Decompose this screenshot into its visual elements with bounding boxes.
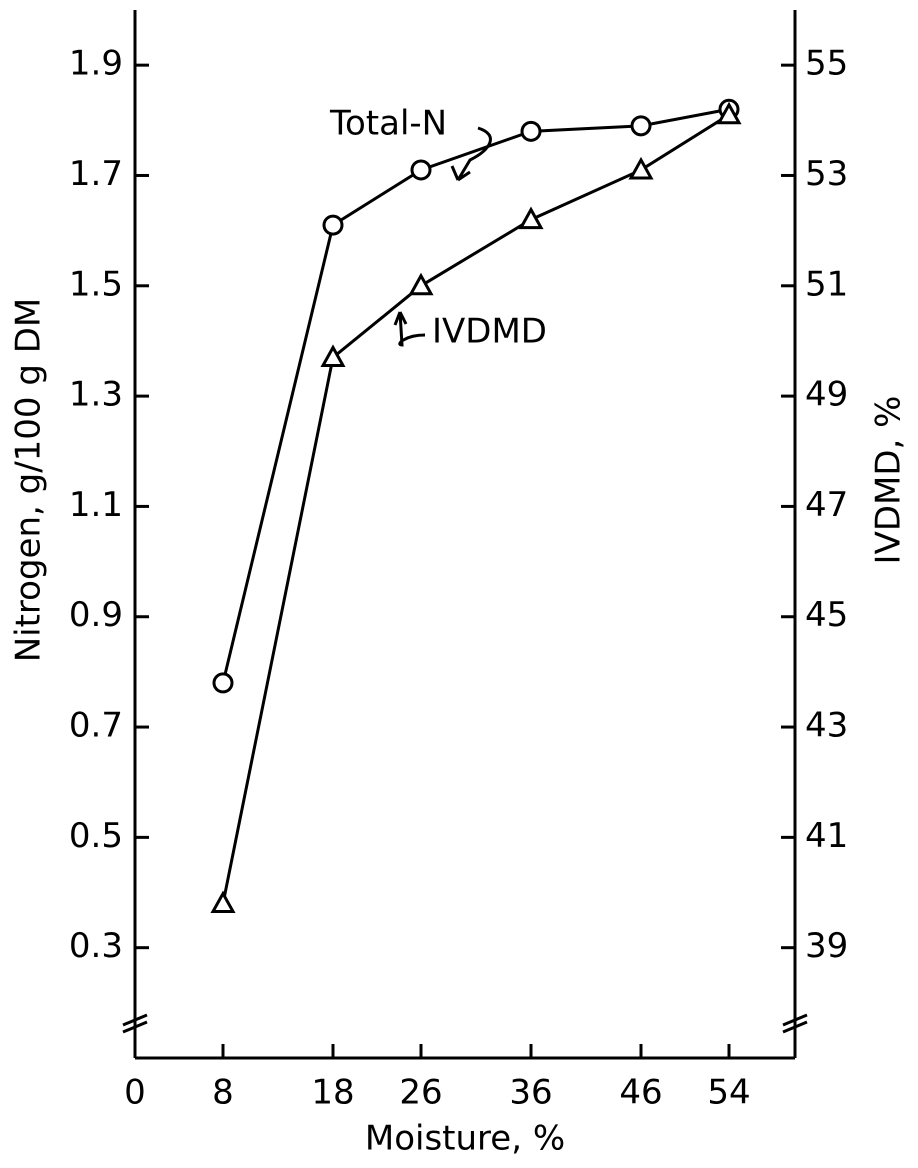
x-tick-label: 26 (399, 1073, 442, 1113)
y-tick-label: 1.1 (69, 485, 123, 525)
x-tick-label: 46 (619, 1073, 662, 1113)
y2-tick-label: 55 (805, 44, 848, 84)
y2-tick-label: 49 (805, 375, 848, 415)
y2-tick-label: 39 (805, 926, 848, 966)
y-tick-label: 0.7 (69, 706, 123, 746)
annotation: IVDMD (432, 312, 547, 352)
x-axis-label: Moisture, % (365, 1119, 565, 1159)
y-tick-label: 0.9 (69, 595, 123, 635)
y2-tick-label: 53 (805, 154, 848, 194)
marker (630, 115, 652, 137)
y2-tick-label: 45 (805, 595, 848, 635)
y2-tick-label: 41 (805, 816, 848, 856)
y2-tick-label: 51 (805, 264, 848, 304)
marker (628, 156, 654, 180)
y2-tick-label: 47 (805, 485, 848, 525)
marker (716, 101, 742, 125)
x-tick-label: 36 (509, 1073, 552, 1113)
marker (520, 120, 542, 142)
y-tick-label: 1.7 (69, 154, 123, 194)
y-tick-label: 1.9 (69, 44, 123, 84)
series-line (221, 113, 730, 904)
y-tick-label: 0.5 (69, 816, 123, 856)
x-tick-label: 8 (212, 1073, 234, 1113)
y2-tick-label: 43 (805, 706, 848, 746)
axis-break (122, 1013, 148, 1034)
marker (322, 214, 344, 236)
annotation: Total-N (329, 104, 447, 144)
marker (408, 272, 434, 296)
marker (410, 159, 432, 181)
annotation-arrow (393, 311, 426, 347)
marker (212, 672, 234, 694)
annotation-arrow (450, 126, 492, 182)
series-line (221, 107, 730, 684)
marker (320, 344, 346, 367)
x-tick-label: 0 (124, 1073, 146, 1113)
y2-axis-label: IVDMD, % (869, 396, 909, 565)
y-tick-label: 1.3 (69, 375, 123, 415)
y-axis-label: Nitrogen, g/100 g DM (9, 298, 49, 663)
marker (210, 890, 236, 914)
y-tick-label: 1.5 (69, 264, 123, 304)
marker (518, 206, 544, 230)
axis-break (782, 1013, 808, 1034)
y-tick-label: 0.3 (69, 926, 123, 966)
x-tick-label: 54 (707, 1073, 750, 1113)
x-tick-label: 18 (311, 1073, 354, 1113)
